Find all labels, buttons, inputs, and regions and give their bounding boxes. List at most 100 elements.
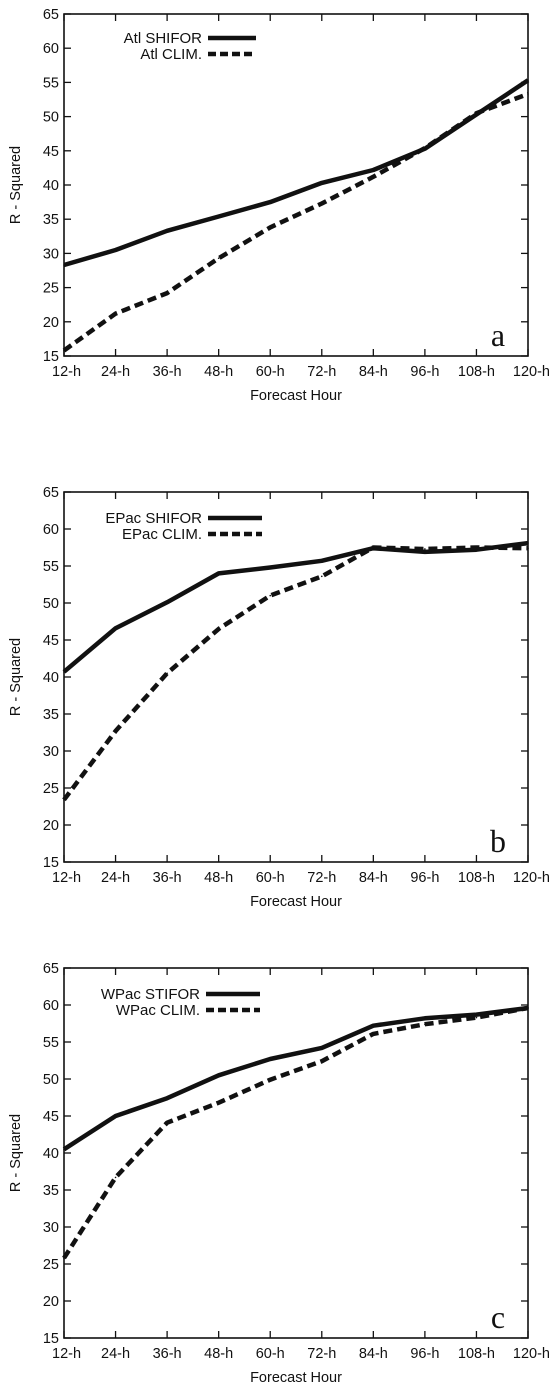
y-tick-label: 35 xyxy=(43,212,59,228)
y-tick-label: 15 xyxy=(43,855,59,871)
x-tick-label: 72-h xyxy=(307,364,336,380)
series-line-dashed xyxy=(62,545,529,802)
data-point xyxy=(527,542,529,544)
chart-panel-b: 15 20 25 30 35 40 45 50 55 60 65 12-h 24-h 36-h 48-h 60… xyxy=(8,485,550,910)
x-tick-label: 120-h xyxy=(513,364,550,380)
y-tick-label: 15 xyxy=(43,349,59,365)
data-point xyxy=(320,202,323,205)
y-tick-label: 65 xyxy=(43,961,59,977)
y-tick-label: 20 xyxy=(43,818,59,834)
x-tick-label: 60-h xyxy=(256,1346,285,1362)
plot-frame xyxy=(63,967,529,1339)
y-tick-label: 25 xyxy=(43,281,59,297)
data-point xyxy=(372,1024,375,1027)
y-tick-label: 45 xyxy=(43,633,59,649)
x-tick-label: 36-h xyxy=(153,870,182,886)
x-tick-label: 24-h xyxy=(101,870,130,886)
data-point xyxy=(475,546,478,549)
data-point xyxy=(475,1016,478,1019)
series-line-dashed xyxy=(62,91,529,353)
data-point xyxy=(114,1176,117,1179)
series-line-dashed xyxy=(62,1005,529,1260)
panel-letter: b xyxy=(490,823,506,859)
x-tick-label: 48-h xyxy=(204,364,233,380)
x-tick-label: 84-h xyxy=(359,364,388,380)
data-point xyxy=(269,1058,272,1060)
data-point xyxy=(320,575,323,578)
data-point xyxy=(424,551,426,553)
data-point xyxy=(475,112,478,114)
x-tick-label: 108-h xyxy=(458,364,495,380)
data-point xyxy=(320,182,323,184)
data-point xyxy=(217,215,220,218)
data-point xyxy=(114,249,117,251)
data-point xyxy=(424,147,426,149)
y-tick-label: 65 xyxy=(43,485,59,501)
legend-label: Atl CLIM. xyxy=(140,46,202,63)
chart-panel-c: 15 20 25 30 35 40 45 50 55 60 65 12-h 24-h 36-h 48-h 60… xyxy=(8,961,550,1386)
series-line-solid xyxy=(62,540,529,674)
y-tick-label: 25 xyxy=(43,781,59,797)
data-point xyxy=(114,1115,117,1117)
y-tick-label: 60 xyxy=(43,522,59,538)
plot-frame xyxy=(63,13,529,357)
x-tick-label: 108-h xyxy=(458,1346,495,1362)
x-tick-label: 84-h xyxy=(359,1346,388,1362)
data-point xyxy=(63,799,65,801)
x-tick-label: 48-h xyxy=(204,1346,233,1362)
y-tick-label: 55 xyxy=(43,75,59,91)
y-tick-label: 55 xyxy=(43,1035,59,1051)
y-tick-label: 40 xyxy=(43,670,59,686)
data-point xyxy=(166,601,168,604)
y-tick-label: 45 xyxy=(43,1109,59,1125)
legend-label: EPac SHIFOR xyxy=(105,510,202,527)
data-point xyxy=(63,1257,65,1259)
x-tick-label: 60-h xyxy=(256,870,285,886)
data-point xyxy=(114,627,117,629)
x-tick-label: 36-h xyxy=(153,1346,182,1362)
legend-label: WPac CLIM. xyxy=(116,1002,200,1019)
data-point xyxy=(320,1060,323,1063)
x-tick-label: 96-h xyxy=(410,870,439,886)
data-point xyxy=(424,548,426,550)
data-point xyxy=(166,292,168,294)
y-tick-label: 40 xyxy=(43,178,59,194)
x-axis-title: Forecast Hour xyxy=(250,388,342,404)
y-tick-label: 15 xyxy=(43,1331,59,1347)
chart-panel-a: 15 20 25 30 35 40 45 50 55 60 65 12-h 24-h 36-h 48-h 60… xyxy=(8,7,550,404)
y-tick-label: 45 xyxy=(43,144,59,160)
x-tick-label: 12-h xyxy=(52,870,81,886)
data-point xyxy=(320,1047,323,1049)
x-tick-label: 48-h xyxy=(204,870,233,886)
x-tick-label: 120-h xyxy=(513,870,550,886)
legend-label: Atl SHIFOR xyxy=(124,30,203,47)
data-point xyxy=(424,1023,426,1026)
y-axis-title: R - Squared xyxy=(8,638,24,716)
data-point xyxy=(372,1033,375,1035)
data-point xyxy=(269,1078,272,1081)
y-tick-label: 35 xyxy=(43,1183,59,1199)
y-tick-label: 60 xyxy=(43,998,59,1014)
panel-letter: a xyxy=(491,317,505,353)
x-tick-label: 108-h xyxy=(458,870,495,886)
legend-label: EPac CLIM. xyxy=(122,526,202,543)
data-point xyxy=(424,1017,426,1020)
data-point xyxy=(166,1097,168,1100)
y-tick-label: 30 xyxy=(43,1220,59,1236)
series-line-solid xyxy=(63,78,530,268)
data-point xyxy=(166,672,168,675)
data-point xyxy=(320,560,323,562)
x-tick-label: 24-h xyxy=(101,364,130,380)
x-tick-label: 84-h xyxy=(359,870,388,886)
data-point xyxy=(269,594,272,597)
data-point xyxy=(269,226,272,229)
data-point xyxy=(63,1148,65,1151)
x-tick-label: 72-h xyxy=(307,870,336,886)
data-point xyxy=(527,79,529,82)
data-point xyxy=(372,546,375,549)
legend-label: WPac STIFOR xyxy=(101,986,200,1003)
data-point xyxy=(269,201,272,203)
x-tick-label: 60-h xyxy=(256,364,285,380)
data-point xyxy=(527,1007,529,1009)
